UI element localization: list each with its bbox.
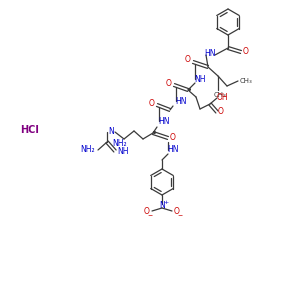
Text: HCl: HCl xyxy=(21,125,39,135)
Text: NH₂: NH₂ xyxy=(113,139,127,148)
Text: +: + xyxy=(164,200,169,205)
Text: HN: HN xyxy=(167,146,179,154)
Text: O: O xyxy=(166,79,172,88)
Text: O: O xyxy=(174,206,180,215)
Text: CH₃: CH₃ xyxy=(240,78,252,84)
Text: OH: OH xyxy=(216,94,228,103)
Text: NH: NH xyxy=(194,74,206,83)
Text: HN: HN xyxy=(158,116,170,125)
Text: O: O xyxy=(144,206,150,215)
Text: HN: HN xyxy=(204,49,216,58)
Text: N: N xyxy=(108,127,114,136)
Text: CH₃: CH₃ xyxy=(214,92,226,98)
Text: −: − xyxy=(147,212,153,217)
Text: N: N xyxy=(159,200,165,209)
Text: O: O xyxy=(185,56,191,64)
Text: O: O xyxy=(218,107,224,116)
Text: O: O xyxy=(243,47,249,56)
Text: NH: NH xyxy=(117,146,129,155)
Text: O: O xyxy=(149,98,155,107)
Text: HN: HN xyxy=(175,97,187,106)
Text: −: − xyxy=(177,212,183,217)
Text: O: O xyxy=(170,134,176,142)
Text: NH₂: NH₂ xyxy=(81,146,95,154)
